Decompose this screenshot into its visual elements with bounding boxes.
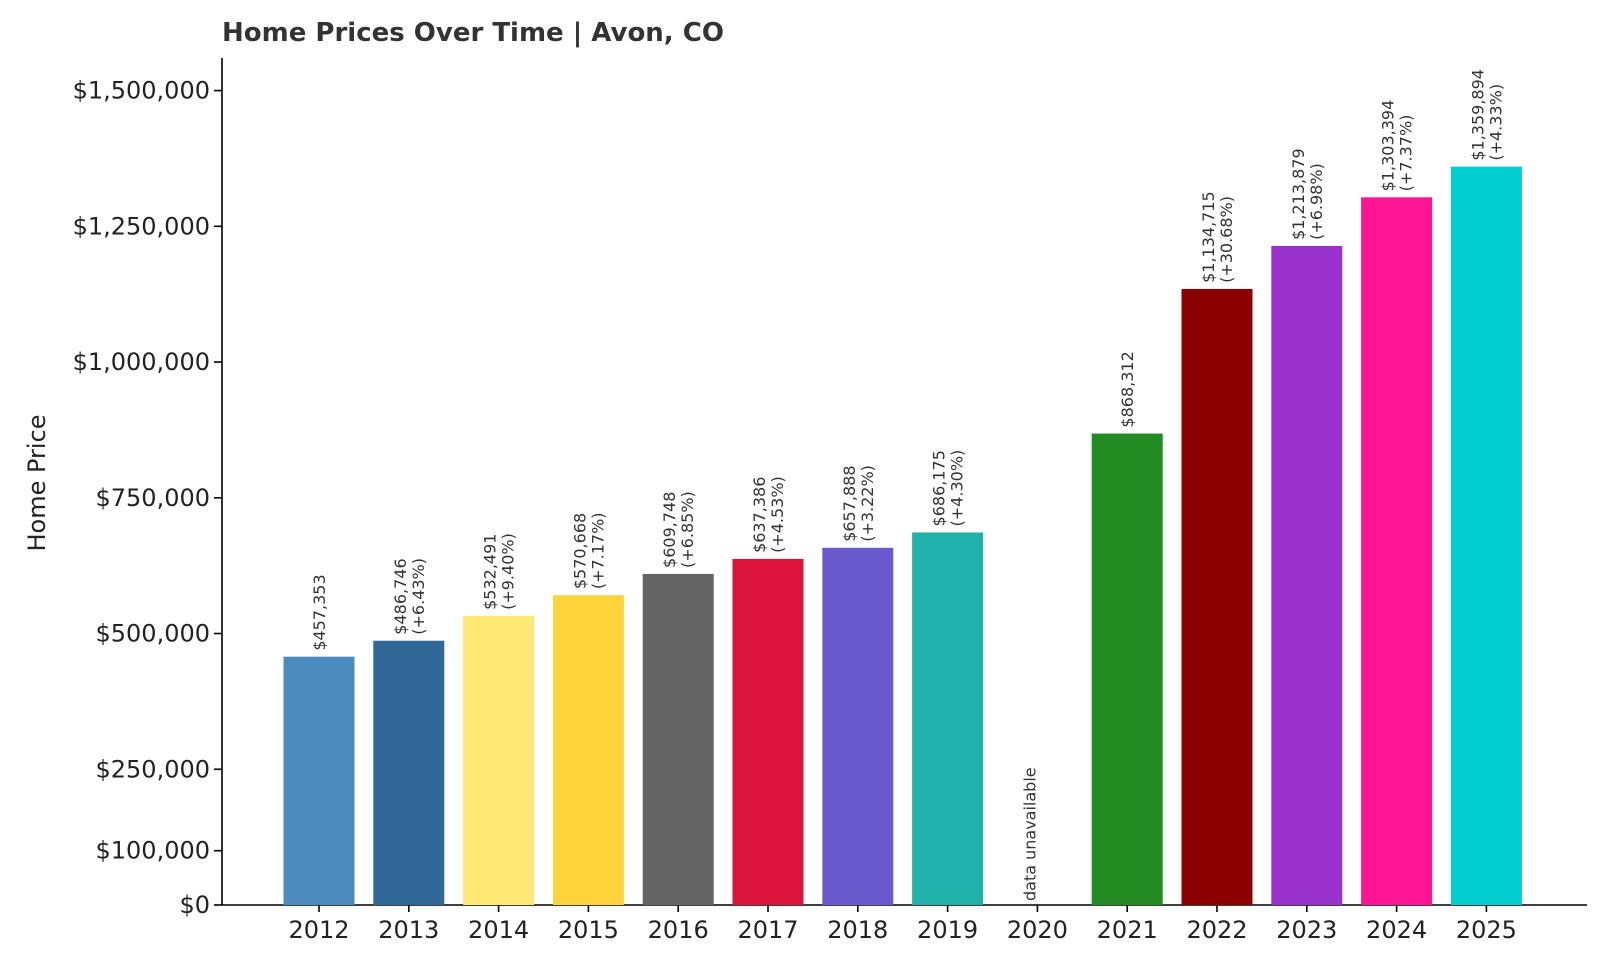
bar-2012 (283, 656, 355, 905)
value-label: $1,303,394 (1379, 100, 1398, 192)
x-tick-label: 2018 (827, 916, 888, 944)
x-tick-label: 2025 (1456, 916, 1517, 944)
x-tick-label: 2024 (1366, 916, 1427, 944)
change-label: (+4.30%) (948, 450, 967, 527)
value-label: $1,213,879 (1289, 148, 1308, 240)
x-tick-label: 2013 (378, 916, 439, 944)
value-label: $1,134,715 (1199, 191, 1218, 283)
x-tick-label: 2012 (288, 916, 349, 944)
change-label: (+3.22%) (858, 465, 877, 542)
bar-2024 (1361, 197, 1433, 905)
y-axis-title: Home Price (23, 414, 51, 551)
value-label: $657,888 (840, 465, 859, 541)
y-tick-label: $1,000,000 (73, 348, 210, 376)
change-label: (+4.53%) (768, 476, 787, 553)
change-label: (+7.17%) (588, 512, 607, 589)
bar-2014 (463, 615, 535, 905)
value-label: $609,748 (660, 492, 679, 568)
x-tick-label: 2014 (468, 916, 529, 944)
y-tick-label: $0 (179, 891, 210, 919)
x-tick-label: 2015 (558, 916, 619, 944)
change-label: (+6.85%) (678, 491, 697, 568)
bars (283, 166, 1522, 906)
y-tick-label: $1,250,000 (73, 212, 210, 240)
x-tick-label: 2020 (1007, 916, 1068, 944)
y-tick-label: $250,000 (95, 755, 210, 783)
value-label: $868,312 (1118, 351, 1137, 427)
value-label: $1,359,894 (1468, 69, 1487, 161)
missing-data-label: data unavailable (1020, 767, 1039, 901)
bar-2021 (1091, 433, 1163, 905)
y-tick-label: $750,000 (95, 484, 210, 512)
y-tick-label: $100,000 (95, 837, 210, 865)
bar-2015 (552, 595, 624, 905)
value-label: $457,353 (310, 574, 329, 650)
x-tick-label: 2022 (1186, 916, 1247, 944)
x-tick-label: 2021 (1097, 916, 1158, 944)
change-label: (+7.37%) (1397, 115, 1416, 192)
y-axis: $0 $100,000 $250,000 $500,000 $750,000 $1,000… (73, 58, 223, 919)
bar-2016 (642, 573, 714, 905)
bar-2013 (373, 640, 445, 905)
chart-title: Home Prices Over Time | Avon, CO (222, 18, 724, 48)
change-label: (+6.98%) (1307, 163, 1326, 240)
y-tick-label: $1,500,000 (73, 77, 210, 105)
bar-2022 (1181, 288, 1253, 905)
change-label: (+6.43%) (409, 558, 428, 635)
bar-2023 (1271, 245, 1343, 905)
data-labels: $457,353 $486,746 (+6.43%) $532,491(+9.40%)… (310, 69, 1505, 901)
x-tick-label: 2016 (648, 916, 709, 944)
value-label: $532,491 (481, 534, 500, 610)
change-label: (+9.40%) (499, 533, 518, 610)
bar-2019 (912, 532, 984, 905)
value-label: $486,746 (391, 558, 410, 634)
x-tick-label: 2019 (917, 916, 978, 944)
x-axis: 2012 2013 2014 2015 2016 2017 2018 2019 2020 2021… (222, 904, 1587, 944)
x-tick-label: 2023 (1276, 916, 1337, 944)
value-label: $637,386 (750, 477, 769, 553)
change-label: (+4.33%) (1486, 84, 1505, 161)
y-tick-label: $500,000 (95, 620, 210, 648)
value-label: $686,175 (930, 450, 949, 526)
x-tick-label: 2017 (737, 916, 798, 944)
value-label: $570,668 (570, 513, 589, 589)
bar-2017 (732, 558, 804, 905)
change-label: (+30.68%) (1217, 196, 1236, 283)
bar-2025 (1450, 166, 1522, 906)
bar-2018 (822, 547, 894, 905)
